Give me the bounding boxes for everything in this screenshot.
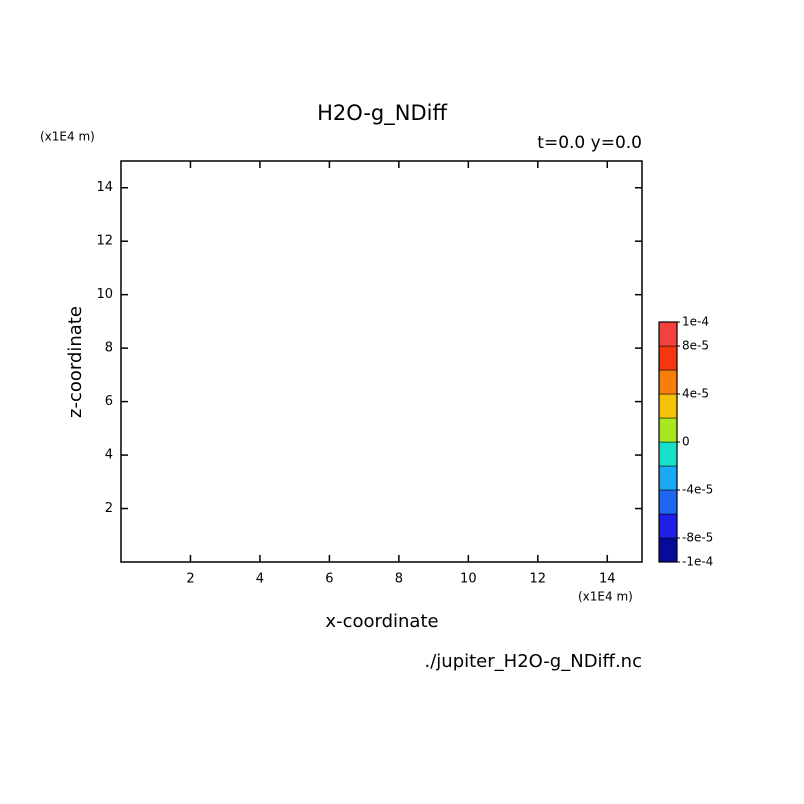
y-tick-label: 4 [105,448,113,463]
colorbar-segment [658,441,678,467]
colorbar-segment [658,321,678,347]
y-tick-label: 10 [96,287,113,302]
x-unit: (x1E4 m) [578,590,633,604]
colorbar-tick-label: 8e-5 [682,339,709,353]
x-tick-label: 6 [325,572,333,587]
y-tick-label: 6 [105,394,113,409]
colorbar-segment [658,345,678,371]
y-axis-label: z-coordinate [65,306,86,418]
x-axis-label: x-coordinate [325,611,438,632]
colorbar-segment [658,369,678,395]
colorbar-tick-label: -8e-5 [682,531,713,545]
colorbar-tick-label: 0 [682,435,690,449]
x-tick-label: 2 [186,572,194,587]
y-tick-label: 8 [105,341,113,356]
y-unit: (x1E4 m) [40,130,95,144]
colorbar-segment [658,489,678,515]
colorbar-segment [658,417,678,443]
colorbar-tick-label: 1e-4 [682,315,709,329]
x-tick-label: 8 [395,572,403,587]
source-file: ./jupiter_H2O-g_NDiff.nc [425,651,643,672]
chart-subtitle: t=0.0 y=0.0 [537,133,642,153]
y-tick-label: 2 [105,501,113,516]
x-tick-label: 12 [530,572,547,587]
colorbar-tick-label: 4e-5 [682,387,709,401]
y-tick-label: 12 [96,234,113,249]
colorbar-segment [658,513,678,539]
colorbar-segment [658,393,678,419]
colorbar-segment [658,465,678,491]
plot-frame [120,160,643,563]
x-tick-label: 10 [460,572,477,587]
colorbar-segment [658,537,678,563]
x-tick-label: 4 [256,572,264,587]
colorbar-tick-label: -4e-5 [682,483,713,497]
y-tick-label: 14 [96,180,113,195]
chart-title: H2O-g_NDiff [317,101,447,126]
x-tick-label: 14 [599,572,616,587]
colorbar-tick-label: -1e-4 [682,555,713,569]
